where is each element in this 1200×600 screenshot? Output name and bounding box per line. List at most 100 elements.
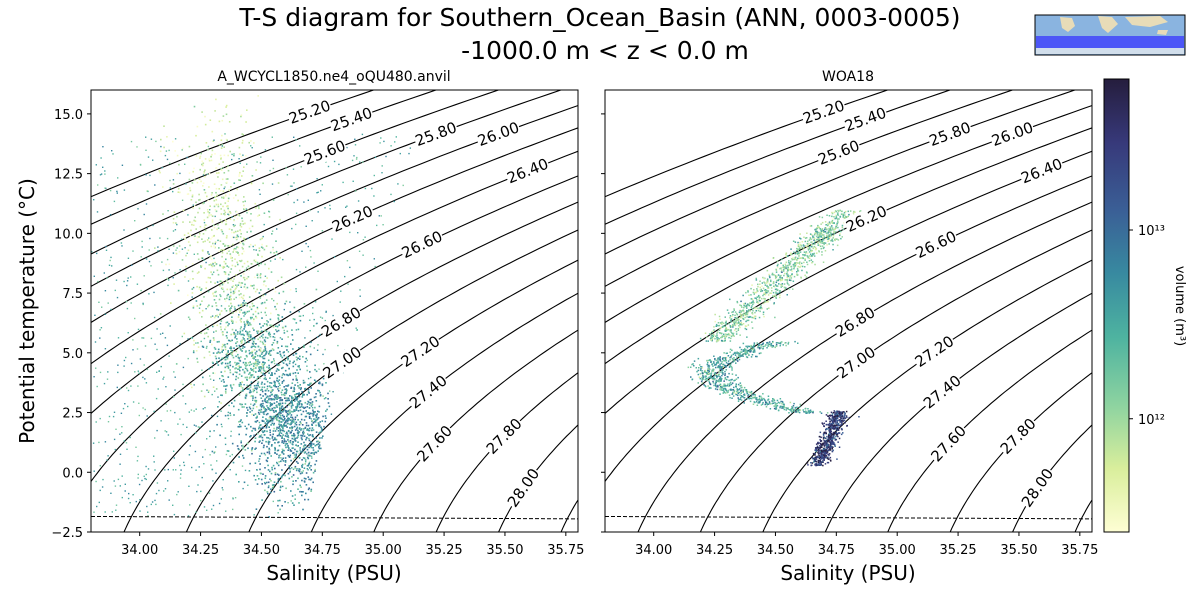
- volume-cell: [290, 405, 293, 407]
- volume-cell: [281, 441, 283, 444]
- volume-cell: [192, 170, 194, 173]
- volume-cell: [198, 199, 200, 201]
- volume-cell: [273, 402, 276, 404]
- volume-cell: [276, 352, 279, 354]
- volume-cell: [211, 236, 214, 238]
- volume-cell: [697, 382, 699, 384]
- volume-cell: [246, 163, 248, 165]
- volume-cell: [301, 250, 303, 252]
- volume-cell: [154, 437, 156, 439]
- volume-cell: [237, 356, 240, 359]
- volume-cell: [708, 386, 711, 389]
- volume-cell: [829, 436, 832, 438]
- volume-cell: [237, 365, 240, 367]
- volume-cell: [266, 337, 269, 339]
- volume-cell: [240, 403, 243, 406]
- volume-cell: [834, 416, 837, 418]
- volume-cell: [104, 441, 107, 443]
- volume-cell: [246, 331, 248, 333]
- volume-cell: [799, 241, 801, 244]
- volume-cell: [157, 246, 159, 248]
- contour-label: 27.00: [319, 342, 366, 383]
- volume-cell: [226, 294, 229, 297]
- volume-cell: [259, 323, 261, 325]
- volume-cell: [185, 270, 187, 272]
- volume-cell: [114, 448, 116, 451]
- volume-cell: [281, 380, 284, 383]
- volume-cell: [195, 342, 197, 344]
- volume-cell: [224, 271, 227, 274]
- volume-cell: [157, 250, 159, 252]
- volume-cell: [750, 395, 753, 397]
- volume-cell: [264, 389, 267, 392]
- volume-cell: [213, 271, 215, 273]
- volume-cell: [793, 258, 795, 261]
- volume-cell: [251, 374, 254, 376]
- y-tick-label: 15.0: [54, 108, 83, 123]
- volume-cell: [253, 276, 256, 278]
- volume-cell: [240, 333, 243, 336]
- volume-cell: [735, 312, 738, 315]
- volume-cell: [797, 244, 800, 246]
- volume-cell: [279, 489, 281, 491]
- volume-cell: [294, 363, 297, 366]
- volume-cell: [766, 291, 769, 294]
- volume-cell: [830, 437, 832, 439]
- volume-cell: [788, 277, 791, 279]
- volume-cell: [255, 367, 257, 369]
- volume-cell: [202, 174, 205, 176]
- volume-cell: [143, 213, 145, 216]
- volume-cell: [292, 468, 295, 470]
- volume-cell: [207, 251, 209, 253]
- volume-cell: [313, 421, 316, 423]
- volume-cell: [282, 366, 284, 369]
- volume-cell: [373, 258, 375, 260]
- volume-cell: [771, 402, 773, 405]
- volume-cell: [276, 462, 279, 465]
- volume-cell: [148, 293, 150, 295]
- volume-cell: [271, 444, 273, 446]
- volume-cell: [292, 378, 294, 381]
- volume-cell: [226, 343, 229, 345]
- volume-cell: [787, 266, 789, 269]
- volume-cell: [275, 418, 278, 420]
- volume-cell: [202, 233, 205, 235]
- volume-cell: [332, 391, 334, 393]
- volume-cell: [318, 390, 320, 392]
- volume-cell: [361, 133, 364, 136]
- volume-cell: [248, 377, 251, 380]
- volume-cell: [788, 284, 790, 286]
- volume-cell: [161, 166, 163, 169]
- volume-cell: [160, 138, 162, 141]
- volume-cell: [233, 236, 235, 239]
- volume-cell: [147, 156, 150, 158]
- volume-cell: [317, 410, 319, 413]
- volume-cell: [822, 229, 825, 232]
- volume-cell: [739, 323, 741, 325]
- volume-cell: [211, 315, 214, 317]
- volume-cell: [310, 256, 312, 258]
- volume-cell: [281, 316, 284, 318]
- volume-cell: [249, 323, 251, 325]
- volume-cell: [183, 464, 186, 467]
- volume-cell: [206, 239, 209, 241]
- volume-cell: [289, 427, 291, 429]
- volume-cell: [213, 183, 216, 185]
- volume-cell: [282, 373, 285, 375]
- volume-cell: [232, 333, 235, 336]
- volume-cell: [244, 425, 246, 427]
- volume-cell: [178, 163, 180, 166]
- volume-cell: [266, 323, 268, 325]
- volume-cell: [833, 418, 836, 420]
- volume-cell: [817, 456, 820, 459]
- volume-cell: [307, 245, 309, 248]
- volume-cell: [820, 444, 822, 446]
- volume-cell: [737, 397, 739, 399]
- volume-cell: [791, 268, 793, 270]
- volume-cell: [269, 409, 271, 412]
- volume-cell: [399, 152, 401, 155]
- volume-cell: [254, 413, 257, 415]
- volume-cell: [235, 345, 238, 347]
- volume-cell: [291, 329, 293, 331]
- volume-cell: [252, 365, 255, 367]
